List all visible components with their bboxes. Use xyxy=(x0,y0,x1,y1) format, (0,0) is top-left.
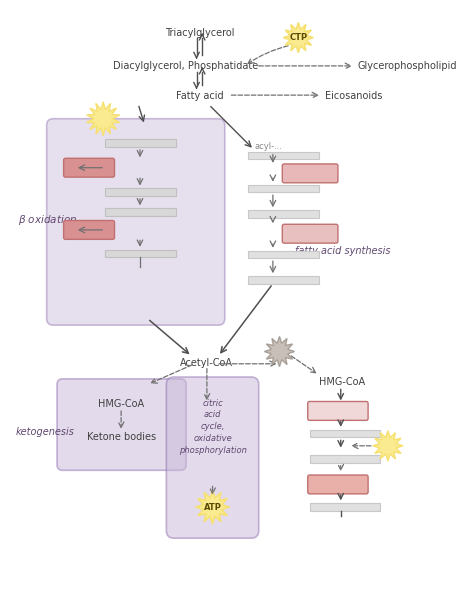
Text: fatty acid synthesis: fatty acid synthesis xyxy=(295,246,391,256)
Polygon shape xyxy=(87,102,120,135)
Bar xyxy=(310,455,380,463)
Text: ATP: ATP xyxy=(204,502,221,512)
FancyBboxPatch shape xyxy=(57,379,186,470)
Bar xyxy=(248,251,319,258)
Bar xyxy=(248,152,319,159)
Text: HMG-CoA: HMG-CoA xyxy=(98,399,144,409)
Text: acyl-...: acyl-... xyxy=(254,143,282,151)
FancyBboxPatch shape xyxy=(64,220,115,239)
Text: $\beta$ oxidation: $\beta$ oxidation xyxy=(18,213,78,227)
Bar xyxy=(105,188,176,196)
FancyBboxPatch shape xyxy=(308,402,368,421)
Text: Acetyl-CoA: Acetyl-CoA xyxy=(181,358,233,368)
Polygon shape xyxy=(283,22,313,52)
Bar xyxy=(105,250,176,257)
Text: Glycerophospholipid: Glycerophospholipid xyxy=(358,61,457,71)
FancyBboxPatch shape xyxy=(283,164,338,183)
Text: citric
acid
cycle,
oxidative
phosphorylation: citric acid cycle, oxidative phosphoryla… xyxy=(179,399,246,455)
Bar xyxy=(310,430,380,437)
Text: Eicosanoids: Eicosanoids xyxy=(325,91,382,101)
Text: ketogenesis: ketogenesis xyxy=(16,426,74,436)
FancyBboxPatch shape xyxy=(308,475,368,494)
Text: Diacylglycerol, Phosphatidate: Diacylglycerol, Phosphatidate xyxy=(113,61,258,71)
Bar xyxy=(248,185,319,192)
FancyBboxPatch shape xyxy=(46,119,225,325)
Bar xyxy=(310,504,380,511)
Bar xyxy=(248,210,319,218)
Text: Triacylglycerol: Triacylglycerol xyxy=(164,28,234,38)
Polygon shape xyxy=(196,490,229,524)
Text: Ketone bodies: Ketone bodies xyxy=(87,432,155,442)
Bar xyxy=(248,276,319,284)
FancyBboxPatch shape xyxy=(166,377,259,538)
FancyBboxPatch shape xyxy=(283,224,338,243)
Text: Fatty acid: Fatty acid xyxy=(175,91,223,101)
Bar xyxy=(105,209,176,216)
Polygon shape xyxy=(373,431,403,461)
FancyBboxPatch shape xyxy=(64,158,115,177)
Text: CTP: CTP xyxy=(289,33,308,42)
Bar xyxy=(105,140,176,147)
Polygon shape xyxy=(264,336,294,366)
Text: HMG-CoA: HMG-CoA xyxy=(319,377,365,387)
